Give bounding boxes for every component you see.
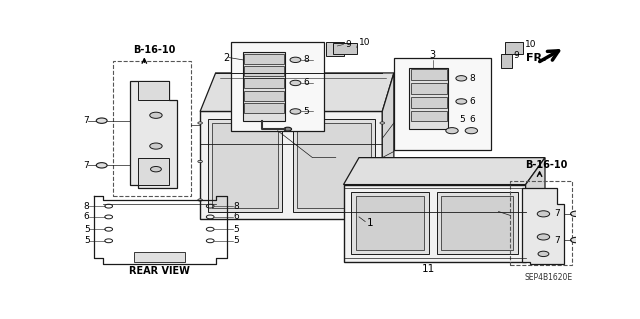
Circle shape [198,122,202,124]
Text: 11: 11 [422,264,435,274]
Circle shape [524,249,528,251]
Circle shape [96,118,107,123]
Text: 3: 3 [429,50,436,60]
Text: 6: 6 [469,115,475,124]
Text: 2: 2 [223,53,230,63]
Circle shape [150,167,161,172]
Bar [231,42,324,131]
Bar [200,111,382,219]
Text: SEP4B1620E: SEP4B1620E [525,273,573,282]
Text: 7: 7 [554,235,560,245]
Text: 8: 8 [84,202,90,211]
Circle shape [571,211,581,217]
Text: FR.: FR. [525,53,546,63]
Circle shape [456,99,467,104]
Text: 5: 5 [460,115,465,124]
Bar [113,61,191,196]
Bar [436,192,518,254]
Text: 7: 7 [554,209,560,218]
Circle shape [524,230,528,232]
Polygon shape [382,73,394,219]
Circle shape [380,122,385,124]
Text: 10: 10 [525,40,536,49]
Bar [297,123,371,208]
Text: 6: 6 [233,212,239,221]
Text: 5: 5 [303,107,309,116]
Text: 8: 8 [303,55,309,64]
Circle shape [537,234,550,240]
Circle shape [198,199,202,201]
Circle shape [524,203,528,205]
Circle shape [290,109,301,114]
Text: 7: 7 [83,116,89,125]
Bar [138,158,169,185]
Text: 5: 5 [84,236,90,245]
Bar [411,83,447,94]
Text: 6: 6 [84,212,90,221]
Bar [344,185,525,262]
Bar [333,43,356,54]
Bar [505,42,524,55]
Bar [138,81,169,100]
Bar [510,181,572,265]
Bar [244,54,284,64]
Bar [244,103,284,113]
Bar [501,54,511,68]
Circle shape [290,80,301,85]
Circle shape [96,163,107,168]
Polygon shape [344,158,545,185]
Bar [326,42,344,56]
Circle shape [446,128,458,134]
Circle shape [150,112,162,118]
Bar [411,111,447,122]
Bar [243,52,285,122]
Polygon shape [131,81,177,189]
Text: 5: 5 [233,236,239,245]
Bar [411,97,447,108]
Text: 5: 5 [233,225,239,234]
Bar [212,123,278,208]
Circle shape [465,128,477,134]
Bar [394,57,491,150]
Bar [351,192,429,254]
Circle shape [284,127,292,131]
Text: 8: 8 [469,74,475,83]
Polygon shape [522,189,564,264]
Text: 6: 6 [469,97,475,106]
Bar [244,91,284,101]
Text: B-16-10: B-16-10 [132,45,175,55]
Bar [208,119,282,211]
Circle shape [198,160,202,163]
Bar [134,252,184,262]
Text: 8: 8 [233,202,239,211]
Circle shape [290,57,301,63]
Circle shape [380,160,385,163]
Circle shape [538,251,549,256]
Bar [441,196,513,250]
Bar [244,66,284,76]
Text: 9: 9 [345,40,351,49]
Circle shape [150,143,162,149]
Text: 5: 5 [84,225,90,234]
Text: B-16-10: B-16-10 [525,160,567,170]
Text: 6: 6 [303,78,309,87]
Bar [356,196,424,250]
Text: REAR VIEW: REAR VIEW [129,266,190,276]
Circle shape [456,76,467,81]
Text: 10: 10 [359,38,371,47]
Polygon shape [200,73,394,111]
Text: 1: 1 [367,218,373,228]
Bar [411,69,447,80]
Text: 7: 7 [83,161,89,170]
Bar [293,119,374,211]
Bar [244,78,284,88]
Circle shape [571,237,581,243]
Polygon shape [525,158,545,262]
Circle shape [537,211,550,217]
Bar [410,68,448,129]
Circle shape [380,199,385,201]
Text: 9: 9 [513,51,519,60]
